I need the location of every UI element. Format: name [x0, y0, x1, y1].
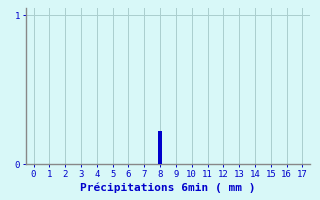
Bar	[158, 131, 162, 164]
X-axis label: Précipitations 6min ( mm ): Précipitations 6min ( mm )	[80, 183, 256, 193]
